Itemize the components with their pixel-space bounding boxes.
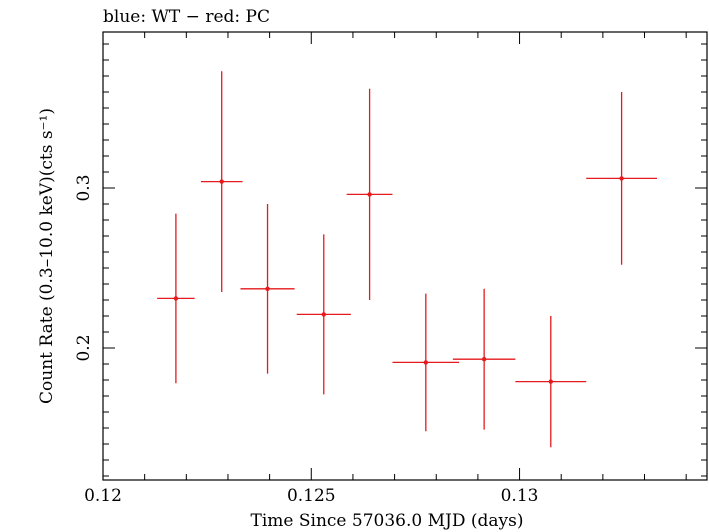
data-marks bbox=[157, 71, 658, 448]
data-point bbox=[321, 312, 326, 317]
data-point bbox=[219, 179, 224, 184]
data-point bbox=[548, 379, 553, 384]
x-tick-label: 0.13 bbox=[501, 486, 539, 506]
x-tick-label: 0.125 bbox=[287, 486, 336, 506]
y-axis-label: Count Rate (0.3–10.0 keV)(cts s⁻¹) bbox=[37, 108, 57, 404]
data-point bbox=[265, 286, 270, 291]
data-point bbox=[481, 357, 487, 362]
plot-frame bbox=[102, 31, 708, 481]
x-axis-label: Time Since 57036.0 MJD (days) bbox=[251, 511, 524, 531]
x-tick-label: 0.12 bbox=[84, 486, 122, 506]
y-tick-label: 0.3 bbox=[74, 174, 94, 201]
y-tick-label: 0.2 bbox=[74, 334, 94, 361]
data-point bbox=[173, 296, 179, 301]
axis-tick-labels: 0.12 0.125 0.13 0.2 0.3 bbox=[74, 174, 538, 506]
chart-title: blue: WT − red: PC bbox=[103, 7, 270, 27]
data-point bbox=[367, 192, 372, 197]
axis-ticks bbox=[102, 32, 707, 480]
data-point bbox=[423, 360, 429, 365]
data-point bbox=[619, 176, 624, 181]
